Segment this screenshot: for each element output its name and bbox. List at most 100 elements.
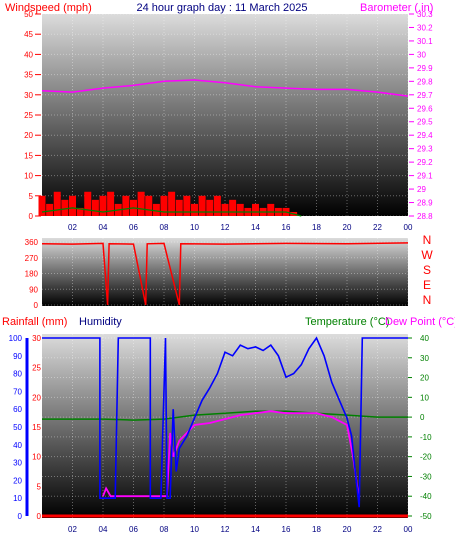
x-tick-label: 18 bbox=[312, 525, 321, 534]
barometer-tick-label: 30.1 bbox=[417, 37, 433, 46]
windspeed-bar bbox=[175, 199, 183, 216]
windspeed-bar bbox=[122, 195, 130, 216]
humidity-tick-label: 10 bbox=[13, 494, 22, 503]
direction-tick-label: 90 bbox=[29, 285, 38, 294]
windspeed-bar bbox=[76, 207, 84, 216]
direction-series bbox=[41, 242, 409, 306]
barometer-tick-label: 29.9 bbox=[417, 64, 433, 73]
x-tick-label: 18 bbox=[312, 223, 321, 232]
humidity-tick-label: 80 bbox=[13, 370, 22, 379]
windspeed-bar bbox=[236, 203, 244, 216]
temperature-tick-label: 40 bbox=[420, 334, 429, 343]
direction-axis: 0 90 180 270 360 bbox=[25, 238, 39, 310]
temperature-tick-label: -20 bbox=[420, 453, 432, 462]
barometer-label: Barometer (.in) bbox=[360, 2, 433, 14]
windspeed-bar bbox=[213, 195, 221, 216]
humidity-line bbox=[42, 336, 408, 508]
x-tick-label: 06 bbox=[129, 223, 138, 232]
compass-label: N bbox=[423, 233, 432, 247]
windspeed-bar bbox=[183, 195, 191, 216]
barometer-tick-label: 29.2 bbox=[417, 158, 433, 167]
windspeed-bar bbox=[84, 191, 92, 216]
x-tick-label: 16 bbox=[282, 525, 291, 534]
x-tick-label: 04 bbox=[99, 223, 108, 232]
wind-panel-series bbox=[38, 79, 409, 217]
windspeed-bar bbox=[191, 203, 198, 216]
barometer-tick-label: 30.2 bbox=[417, 23, 433, 32]
rain-tick-label: 25 bbox=[32, 364, 41, 373]
x-tick-label: 10 bbox=[190, 525, 199, 534]
rainfall-label: Rainfall (mm) bbox=[2, 316, 67, 328]
barometer-tick-label: 28.9 bbox=[417, 199, 433, 208]
barometer-tick-label: 30 bbox=[417, 50, 426, 59]
windspeed-bar bbox=[46, 203, 54, 216]
direction-tick-label: 270 bbox=[25, 254, 39, 263]
humidity-tick-label: 100 bbox=[9, 334, 23, 343]
windspeed-bar bbox=[168, 191, 176, 216]
barometer-tick-label: 29.4 bbox=[417, 131, 433, 140]
windspeed-bar bbox=[99, 195, 107, 216]
barometer-tick-label: 29.7 bbox=[417, 91, 433, 100]
windspeed-tick-label: 25 bbox=[24, 111, 33, 120]
x-tick-label: 16 bbox=[282, 223, 291, 232]
windspeed-bar bbox=[107, 191, 115, 216]
humidity-tick-label: 30 bbox=[13, 459, 22, 468]
windspeed-bar bbox=[61, 199, 69, 216]
barometer-tick-label: 29 bbox=[417, 185, 426, 194]
x-tick-label: 22 bbox=[373, 223, 382, 232]
humidity-tick-label: 50 bbox=[13, 423, 22, 432]
barometer-axis: 28.8 28.9 29 29.1 29.2 29.3 29.4 29.5 29.6 29.7 29… bbox=[409, 10, 433, 221]
windspeed-tick-label: 20 bbox=[24, 131, 33, 140]
windspeed-bar bbox=[252, 203, 259, 216]
temperature-tick-label: -50 bbox=[420, 512, 432, 521]
rain-tick-label: 20 bbox=[32, 393, 41, 402]
x-tick-label: 20 bbox=[343, 223, 352, 232]
x-tick-label: 00 bbox=[404, 223, 413, 232]
direction-panel-grid bbox=[42, 238, 409, 306]
windspeed-tick-label: 50 bbox=[24, 10, 33, 19]
rain-tick-label: 30 bbox=[32, 334, 41, 343]
rain-axis: 0 5 10 15 20 25 30 bbox=[32, 334, 41, 521]
direction-tick-label: 360 bbox=[25, 238, 39, 247]
temperature-tick-label: 0 bbox=[420, 413, 425, 422]
humidity-tick-label: 40 bbox=[13, 441, 22, 450]
windspeed-bar bbox=[91, 199, 99, 216]
rain-tick-label: 15 bbox=[32, 423, 41, 432]
compass-label: S bbox=[423, 263, 431, 277]
windspeed-bar bbox=[198, 195, 206, 216]
windspeed-tick-label: 10 bbox=[24, 172, 33, 181]
windspeed-bar bbox=[160, 195, 168, 216]
windspeed-tick-label: 40 bbox=[24, 50, 33, 59]
humidity-tick-label: 0 bbox=[18, 512, 23, 521]
compass-label: E bbox=[423, 278, 431, 292]
chart-title: 24 hour graph day : 11 March 2025 bbox=[136, 2, 307, 14]
barometer-tick-label: 29.5 bbox=[417, 118, 433, 127]
temperature-tick-label: -30 bbox=[420, 472, 432, 481]
temperature-label: Temperature (°C) bbox=[305, 316, 389, 328]
x-tick-label: 10 bbox=[190, 223, 199, 232]
dewpoint-line bbox=[102, 410, 361, 501]
x-tick-label: 08 bbox=[160, 525, 169, 534]
barometer-tick-label: 29.1 bbox=[417, 172, 433, 181]
temperature-axis: 40 30 20 10 0 -10 -20 -30 -40 -50 bbox=[408, 334, 432, 521]
temperature-tick-label: -10 bbox=[420, 433, 432, 442]
humidity-tick-label: 70 bbox=[13, 387, 22, 396]
windspeed-bar bbox=[206, 199, 214, 216]
rain-panel-x-axis: 02 04 06 08 10 12 14 16 18 20 22 00 bbox=[68, 525, 413, 534]
x-tick-label: 14 bbox=[251, 525, 260, 534]
windspeed-tick-label: 30 bbox=[24, 91, 33, 100]
windspeed-bar bbox=[152, 203, 160, 216]
x-tick-label: 00 bbox=[404, 525, 413, 534]
windspeed-bar bbox=[145, 195, 153, 216]
wind-panel-background bbox=[42, 14, 408, 216]
humidity-tick-label: 60 bbox=[13, 405, 22, 414]
x-tick-label: 04 bbox=[99, 525, 108, 534]
x-tick-label: 12 bbox=[221, 223, 230, 232]
x-tick-label: 12 bbox=[221, 525, 230, 534]
compass-label: N bbox=[423, 293, 432, 307]
windspeed-tick-label: 5 bbox=[29, 192, 34, 201]
barometer-tick-label: 29.8 bbox=[417, 77, 433, 86]
